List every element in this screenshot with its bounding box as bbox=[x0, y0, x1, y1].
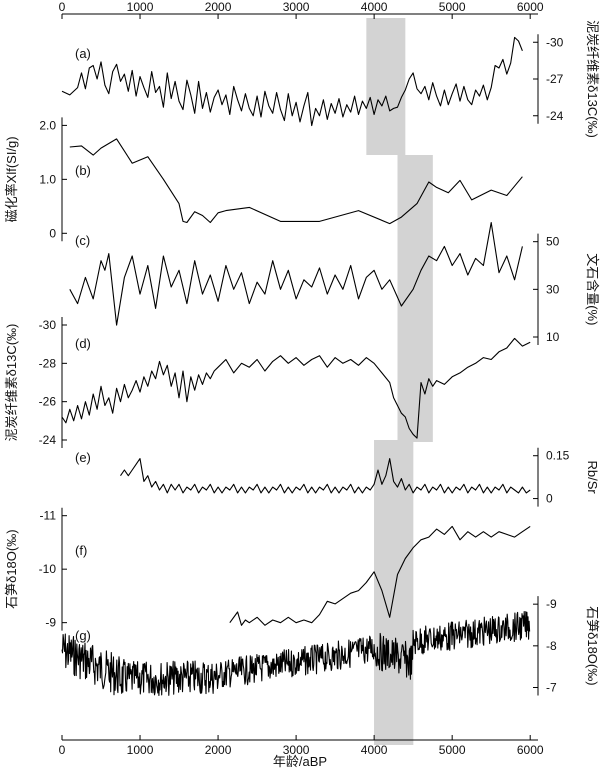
y-tick-label: -30 bbox=[39, 318, 57, 332]
y-tick-label: -9 bbox=[546, 597, 557, 611]
y-tick-label: -26 bbox=[39, 395, 57, 409]
panel-d: -30 -28 -26 -24 (d) 泥炭纤维素δ13C(‰) bbox=[4, 317, 531, 448]
shaded-interval bbox=[374, 440, 414, 745]
panel-label: (a) bbox=[75, 46, 91, 61]
top-x-tick-label: 3000 bbox=[283, 0, 310, 14]
panel-label: (g) bbox=[75, 628, 91, 643]
shaded-interval bbox=[366, 18, 406, 155]
shaded-interval bbox=[397, 155, 433, 442]
y-tick-label: -8 bbox=[546, 639, 557, 653]
y-axis-title: 磁化率Xlf(SI/g) bbox=[4, 136, 19, 222]
y-tick-label: 0.15 bbox=[546, 449, 570, 463]
figure-frame bbox=[62, 13, 538, 741]
y-tick-label: 50 bbox=[546, 235, 560, 249]
series-line-f bbox=[229, 525, 531, 626]
panel-c: 10 30 50 (c) 文石含量(%) bbox=[69, 222, 600, 345]
bottom-x-tick-label: 3000 bbox=[283, 743, 310, 757]
panel-g: -9 -8 -7 (g) 石笋δ18O(‰) bbox=[61, 596, 600, 697]
y-tick-label: 0 bbox=[546, 492, 553, 506]
panel-b: 0 1.0 2.0 (b) 磁化率Xlf(SI/g) bbox=[4, 117, 523, 242]
series-line-g bbox=[61, 611, 531, 697]
panel-f: -11 -10 -9 (f) 石笋δ18O(‰) bbox=[4, 507, 531, 631]
top-x-tick-label: 5000 bbox=[439, 0, 466, 14]
top-x-tick-label: 6000 bbox=[517, 0, 544, 14]
x-axes: 0 0 1000 1000 2000 2000 3000 3000 4000 4000 5000 50… bbox=[59, 0, 544, 757]
y-tick-label: -7 bbox=[546, 681, 557, 695]
bottom-x-tick-label: 5000 bbox=[439, 743, 466, 757]
series-line-e bbox=[120, 458, 531, 494]
y-tick-label: -28 bbox=[39, 356, 57, 370]
y-axis-title: 文石含量(%) bbox=[585, 253, 600, 325]
panel-label: (e) bbox=[75, 450, 91, 465]
y-tick-label: -10 bbox=[39, 562, 57, 576]
y-axis-title: 石笋δ18O(‰) bbox=[4, 529, 19, 608]
y-tick-label: -27 bbox=[546, 72, 564, 86]
bottom-x-tick-label: 4000 bbox=[361, 743, 388, 757]
x-axis-title: 年龄/aBP bbox=[273, 754, 327, 769]
series-line-d bbox=[61, 337, 531, 439]
y-tick-label: -11 bbox=[40, 509, 57, 523]
y-tick-label: 10 bbox=[546, 330, 560, 344]
panel-a: -30 -27 -24 (a) 泥炭纤维素δ13C(‰) bbox=[61, 20, 600, 138]
y-axis-title: 泥炭纤维素δ13C(‰) bbox=[4, 324, 19, 442]
y-tick-label: 2.0 bbox=[39, 118, 56, 132]
y-tick-label: -24 bbox=[39, 433, 57, 447]
y-tick-label: 0 bbox=[49, 226, 56, 240]
y-tick-label: -30 bbox=[546, 35, 564, 49]
y-tick-label: 1.0 bbox=[39, 172, 56, 186]
bottom-x-tick-label: 6000 bbox=[517, 743, 544, 757]
y-axis-title: Rb/Sr bbox=[585, 461, 600, 495]
panel-label: (f) bbox=[75, 543, 87, 558]
panel-e: 0 0.15 (e) Rb/Sr bbox=[75, 447, 600, 507]
panel-label: (c) bbox=[75, 233, 90, 248]
top-x-tick-label: 0 bbox=[59, 0, 66, 14]
bottom-x-tick-label: 0 bbox=[59, 743, 66, 757]
series-line-b bbox=[69, 138, 523, 225]
shaded-intervals bbox=[366, 18, 433, 745]
top-x-tick-label: 1000 bbox=[127, 0, 154, 14]
top-x-tick-label: 2000 bbox=[205, 0, 232, 14]
y-tick-label: 30 bbox=[546, 282, 560, 296]
panel-label: (b) bbox=[75, 163, 91, 178]
y-axis-title: 泥炭纤维素δ13C(‰) bbox=[585, 20, 600, 138]
top-x-tick-label: 4000 bbox=[361, 0, 388, 14]
series-line-a bbox=[61, 36, 523, 127]
bottom-x-tick-label: 2000 bbox=[205, 743, 232, 757]
chart-panels: -30 -27 -24 (a) 泥炭纤维素δ13C(‰) 0 1.0 2.0 (b) 磁化率Xlf… bbox=[4, 20, 600, 697]
y-axis-title: 石笋δ18O(‰) bbox=[585, 606, 600, 685]
series-line-c bbox=[69, 222, 523, 326]
y-tick-label: -24 bbox=[546, 109, 564, 123]
bottom-x-tick-label: 1000 bbox=[127, 743, 154, 757]
panel-label: (d) bbox=[75, 336, 91, 351]
y-tick-label: -9 bbox=[45, 616, 56, 630]
